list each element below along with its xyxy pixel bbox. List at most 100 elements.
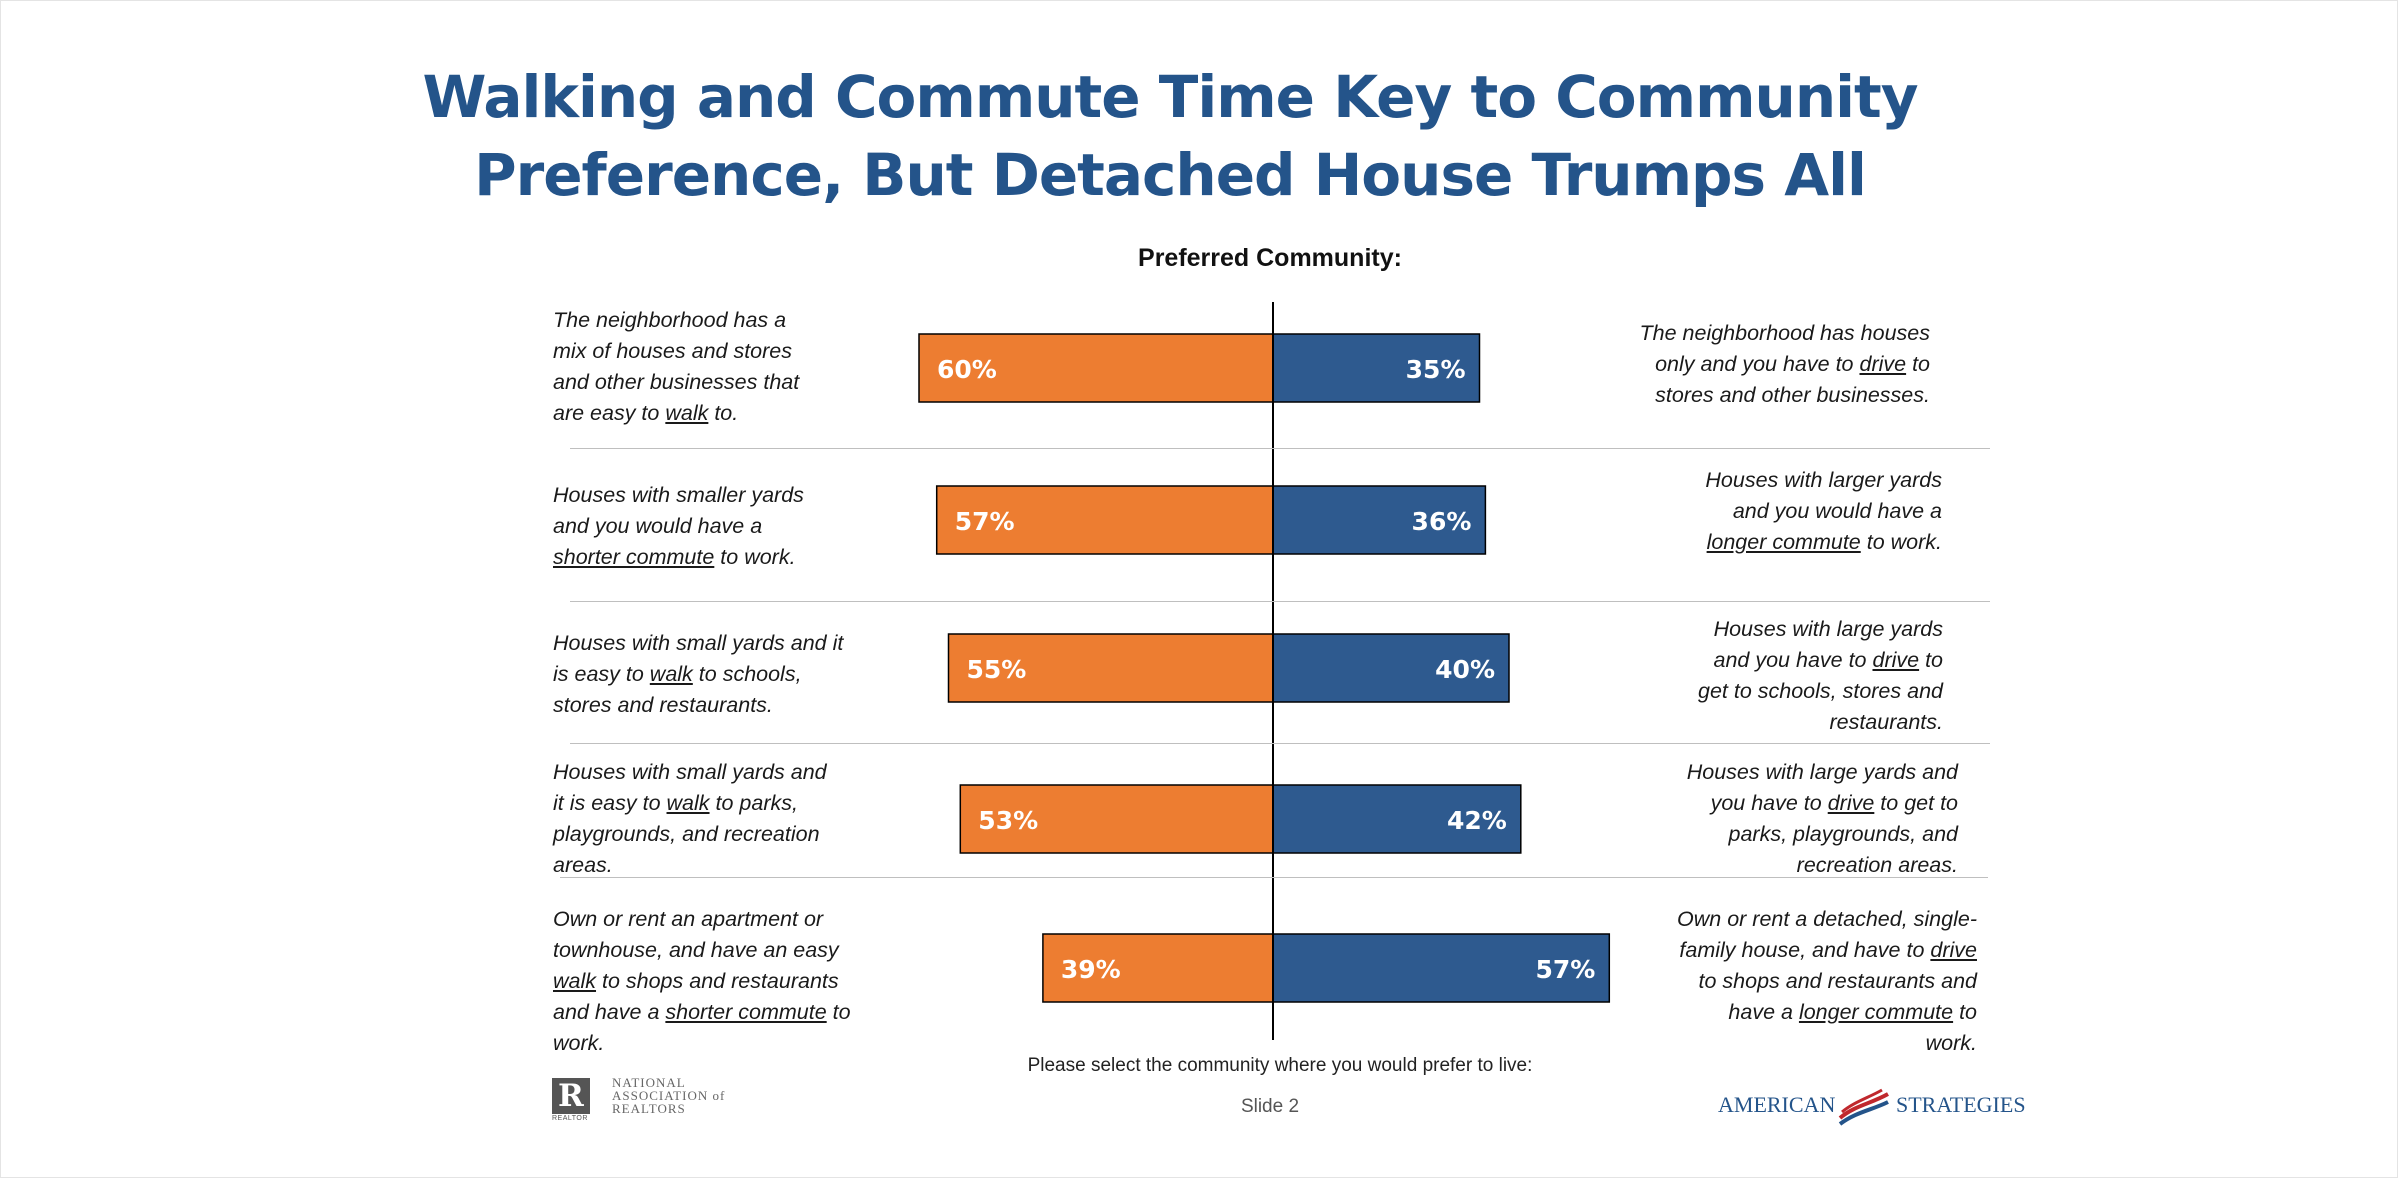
nar-logo: R REALTOR NATIONAL ASSOCIATION of REALTO… bbox=[552, 1076, 792, 1126]
right-statement-1: The neighborhood has houses only and you … bbox=[1510, 318, 1930, 411]
label-line: stores and restaurants. bbox=[553, 693, 773, 717]
bar-right-label-4: 42% bbox=[1447, 806, 1507, 835]
bar-left-label-3: 55% bbox=[967, 655, 1027, 684]
label-line: recreation areas. bbox=[1796, 853, 1958, 877]
label-line: shorter commute to work. bbox=[553, 545, 796, 569]
survey-question: Please select the community where you wo… bbox=[1027, 1055, 1533, 1076]
left-statement-2: Houses with smaller yards and you would h… bbox=[553, 480, 913, 573]
nar-line-3: REALTORS bbox=[612, 1101, 686, 1116]
american-strategies-logo: AMERICAN STRATEGIES bbox=[1718, 1088, 2026, 1128]
right-statement-5: Own or rent a detached, single-family ho… bbox=[1557, 904, 1977, 1059]
label-line: longer commute to work. bbox=[1706, 530, 1942, 554]
label-line: Own or rent a detached, single- bbox=[1677, 907, 1977, 931]
bar-right-3 bbox=[1272, 633, 1510, 703]
label-line: playgrounds, and recreation bbox=[553, 822, 820, 846]
bar-left-2 bbox=[935, 485, 1274, 555]
slide-title: Walking and Commute Time Key to Communit… bbox=[300, 58, 2040, 214]
bar-right-2 bbox=[1272, 485, 1487, 555]
slide-title-line-2: Preference, But Detached House Trumps Al… bbox=[474, 141, 1867, 209]
emphasis-underline: walk bbox=[649, 662, 693, 686]
realtor-r-glyph: R bbox=[558, 1078, 584, 1114]
left-statement-4: Houses with small yards and it is easy to… bbox=[553, 757, 913, 881]
logo-word-strategies: STRATEGIES bbox=[1896, 1092, 2026, 1117]
label-line: is easy to walk to schools, bbox=[553, 662, 802, 686]
bar-left-label-1: 60% bbox=[937, 355, 997, 384]
label-line: restaurants. bbox=[1829, 710, 1943, 734]
label-line: townhouse, and have an easy bbox=[553, 938, 839, 962]
flag-swoosh-icon bbox=[1838, 1088, 1889, 1126]
label-line: only and you have to drive to bbox=[1655, 352, 1930, 376]
row-separator bbox=[570, 601, 1990, 602]
bar-right-1 bbox=[1272, 333, 1481, 403]
label-line: you have to drive to get to bbox=[1710, 791, 1958, 815]
row-separator bbox=[570, 743, 1990, 744]
bar-left-3 bbox=[947, 633, 1274, 703]
emphasis-underline: drive bbox=[1930, 938, 1977, 962]
label-line: are easy to walk to. bbox=[553, 401, 739, 425]
label-line: walk to shops and restaurants bbox=[553, 969, 839, 993]
label-line: The neighborhood has houses bbox=[1639, 321, 1930, 345]
realtor-mark-caption: REALTOR bbox=[552, 1115, 588, 1122]
left-statement-3: Houses with small yards and it is easy to… bbox=[553, 628, 913, 721]
label-line: Houses with small yards and it bbox=[553, 631, 844, 655]
right-statement-2: Houses with larger yards and you would ha… bbox=[1522, 465, 1942, 558]
slide-title-line-1: Walking and Commute Time Key to Communit… bbox=[422, 63, 1918, 131]
label-line: and other businesses that bbox=[553, 370, 800, 394]
bar-right-label-1: 35% bbox=[1406, 355, 1466, 384]
label-line: mix of houses and stores bbox=[553, 339, 793, 363]
label-line: it is easy to walk to parks, bbox=[553, 791, 798, 815]
label-line: work. bbox=[553, 1031, 605, 1055]
nar-line-2: ASSOCIATION of bbox=[612, 1088, 726, 1103]
row-separator bbox=[570, 448, 1990, 449]
bar-right-4 bbox=[1272, 784, 1522, 854]
emphasis-underline: shorter commute bbox=[665, 1000, 827, 1024]
label-line: to shops and restaurants and bbox=[1698, 969, 1978, 993]
bar-left-label-2: 57% bbox=[955, 507, 1015, 536]
emphasis-underline: walk bbox=[553, 969, 597, 993]
emphasis-underline: longer commute bbox=[1798, 1000, 1954, 1024]
right-statement-4: Houses with large yards and you have to d… bbox=[1538, 757, 1958, 881]
bar-left-label-4: 53% bbox=[978, 806, 1038, 835]
emphasis-underline: drive bbox=[1872, 648, 1920, 672]
nar-logo-text: NATIONAL ASSOCIATION of REALTORS bbox=[612, 1076, 725, 1115]
bar-left-4 bbox=[959, 784, 1274, 854]
row-separator bbox=[560, 877, 1988, 878]
label-line: and you would have a bbox=[553, 514, 763, 538]
label-line: Houses with larger yards bbox=[1705, 468, 1942, 492]
emphasis-underline: drive bbox=[1859, 352, 1907, 376]
label-line: The neighborhood has a bbox=[553, 308, 787, 332]
bar-right-label-5: 57% bbox=[1535, 955, 1595, 984]
label-line: family house, and have to drive bbox=[1679, 938, 1977, 962]
bar-left-label-5: 39% bbox=[1061, 955, 1121, 984]
bar-right-5 bbox=[1272, 933, 1611, 1003]
left-statement-5: Own or rent an apartment or townhouse, an… bbox=[553, 904, 913, 1059]
emphasis-underline: shorter commute bbox=[553, 545, 715, 569]
label-line: parks, playgrounds, and bbox=[1728, 822, 1958, 846]
bar-right-label-3: 40% bbox=[1435, 655, 1495, 684]
slide-number: Slide 2 bbox=[1240, 1096, 1300, 1117]
bar-right-label-2: 36% bbox=[1412, 507, 1472, 536]
label-line: and you have to drive to bbox=[1713, 648, 1944, 672]
label-line: have a longer commute to bbox=[1728, 1000, 1977, 1024]
label-line: Houses with smaller yards bbox=[553, 483, 804, 507]
emphasis-underline: longer commute bbox=[1706, 530, 1861, 554]
emphasis-underline: walk bbox=[665, 401, 709, 425]
label-line: and have a shorter commute to bbox=[553, 1000, 851, 1024]
label-line: work. bbox=[1925, 1031, 1977, 1055]
label-line: Own or rent an apartment or bbox=[553, 907, 824, 931]
label-line: Houses with small yards and bbox=[553, 760, 827, 784]
realtor-mark: R bbox=[552, 1078, 590, 1114]
left-statement-1: The neighborhood has a mix of houses and … bbox=[553, 305, 913, 429]
logo-word-american: AMERICAN bbox=[1718, 1092, 1836, 1117]
emphasis-underline: drive bbox=[1827, 791, 1875, 815]
emphasis-underline: walk bbox=[666, 791, 710, 815]
bar-left-5 bbox=[1042, 933, 1274, 1003]
label-line: get to schools, stores and bbox=[1697, 679, 1943, 703]
right-statement-3: Houses with large yards and you have to d… bbox=[1523, 614, 1943, 738]
label-line: and you would have a bbox=[1732, 499, 1942, 523]
label-line: areas. bbox=[553, 853, 613, 877]
chart-subtitle: Preferred Community: bbox=[1138, 244, 1402, 272]
label-line: stores and other businesses. bbox=[1655, 383, 1930, 407]
label-line: Houses with large yards bbox=[1713, 617, 1943, 641]
